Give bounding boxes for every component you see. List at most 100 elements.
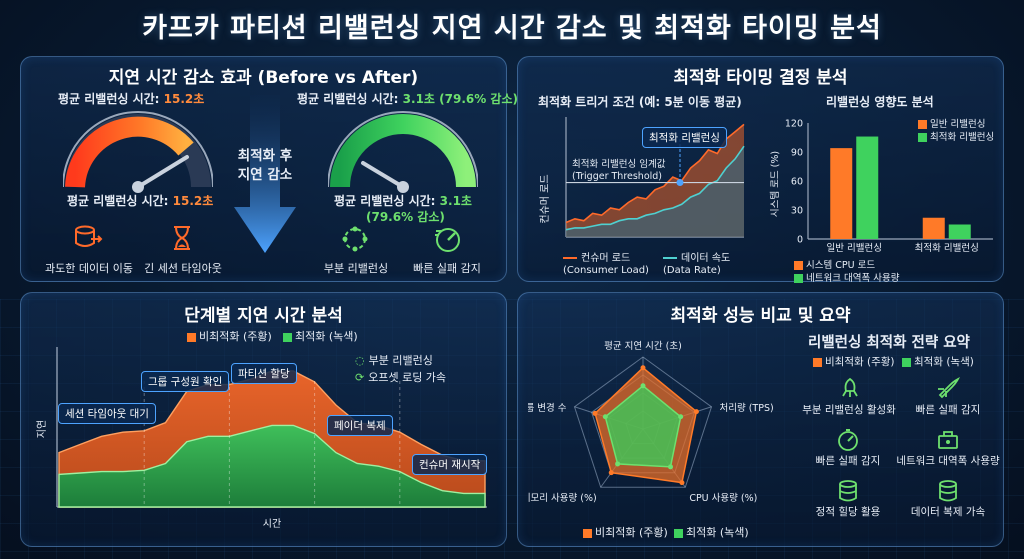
stage-chip-consumer-restart: 컨슈머 재시작: [412, 454, 488, 475]
stage-chip-session-timeout: 세션 타임아웃 대기: [58, 403, 156, 424]
page-title: 카프카 파티션 리밸런싱 지연 시간 감소 및 최적화 타이밍 분석: [142, 13, 882, 44]
data-transfer-icon: [73, 225, 103, 251]
strategy-label-1: 부분 리밸런싱 활성화: [802, 404, 896, 416]
stage-legend-after: 최적화 (녹색): [283, 328, 358, 344]
radar-series: [592, 365, 699, 486]
after-icon-label-2: 빠른 실패 감지: [413, 262, 481, 275]
before-icon-label-1: 과도한 데이터 이동: [45, 262, 133, 275]
panel-latency-reduction: 지연 시간 감소 효과 (Before vs After) 평균 리밸런싱 시간…: [20, 56, 518, 282]
radar-chart: 평균 지연 시간 (초) 처리량 (TPS) CPU 사용량 (%) 메모리 사용량 …: [528, 341, 774, 504]
rocket-icon: [838, 377, 862, 399]
before-bottom-value: 15.2초: [172, 194, 214, 208]
panel-performance-summary: 최적화 성능 비교 및 요약 평균 지연 시간 (초) 처리량 (TPS) CPU …: [517, 292, 1004, 547]
panel-title: 지연 시간 감소 효과 (Before vs After): [108, 68, 419, 88]
threshold-label-1: 최적화 리밸런싱 임계값: [572, 158, 666, 170]
network-icon: [936, 428, 960, 452]
trigger-line-0: [565, 123, 745, 224]
arrow-label-line1: 최적화 후: [237, 148, 293, 164]
before-top-value: 15.2초: [163, 92, 205, 106]
radar-labels: 평균 지연 시간 (초) 처리량 (TPS) CPU 사용량 (%) 메모리 사용량 …: [528, 341, 774, 504]
impact-y-tick: 90: [791, 148, 803, 159]
before-gauge-arc: [65, 116, 194, 188]
radar-point: [615, 461, 621, 467]
strategy-label-6: 데이터 복제 가속: [910, 506, 986, 518]
partial-rebalance-icon: [341, 225, 369, 253]
radar-point: [602, 414, 608, 420]
after-gauge-needle: [361, 161, 405, 189]
impact-y-tick: 60: [791, 177, 803, 188]
threshold-label-2: (Trigger Threshold): [572, 171, 662, 182]
trigger-y-axis-label: 컨슈머 로드: [539, 174, 551, 223]
after-gauge: [328, 111, 478, 193]
trigger-line-chart: 컨슈머 로드 최적화 리밸런싱 임계값 (Trigger Threshold): [539, 117, 745, 238]
impact-bar: [922, 217, 945, 239]
summary-legend-before: 비최적화 (주황): [813, 354, 895, 369]
legend-rate-swatch: [663, 257, 677, 259]
radar-axis-label: 그룹 변경 수: [528, 402, 567, 414]
after-top-label: 평균 리밸런싱 시간: 3.1초 (79.6% 감소): [297, 92, 518, 106]
summary-legend-after: 최적화 (녹색): [902, 354, 974, 369]
legend-consumer-swatch: [563, 257, 577, 259]
impact-bar: [830, 148, 853, 239]
before-icon-label-2: 긴 세션 타임아웃: [144, 262, 222, 275]
impact-y-tick: 30: [791, 206, 803, 217]
legend-consumer: 컨슈머 로드 (Consumer Load): [563, 253, 649, 276]
legend-normal: 일반 리밸런싱: [918, 116, 985, 130]
legend-net: 네트워크 대역폭 사용량: [794, 270, 899, 284]
radar-ring: [573, 356, 713, 488]
strategy-label-3: 빠른 실패 감지: [815, 455, 881, 467]
impact-y-axis-label: 시스템 로드 (%): [769, 151, 781, 217]
stage-chip-group-membership: 그룹 구성원 확인: [141, 371, 230, 392]
stage-legend-offset: ⟳ 오프셋 로딩 가속: [355, 371, 447, 384]
radar-axis-label: 처리량 (TPS): [719, 402, 773, 414]
strategy-label-4: 네트워크 대역폭 사용량: [896, 455, 1000, 467]
down-arrow-icon: [234, 95, 296, 253]
radar-point: [678, 414, 684, 420]
radar-point: [608, 470, 614, 476]
panel-title: 최적화 성능 비교 및 요약: [670, 306, 851, 326]
panel-stage-latency: 단계별 지연 시간 분석 비최적화 (주황) 최적화 (녹색) ◌ 부분 리밸런싱…: [20, 292, 507, 547]
stage-chip-partition-assign: 파티션 할당: [231, 363, 297, 384]
stage-legend-partial: ◌ 부분 리밸런싱: [355, 354, 433, 367]
after-top-value: 3.1초 (79.6% 감소): [402, 92, 518, 106]
optimal-rebalance-chip: 최적화 리밸런싱: [642, 127, 727, 148]
radar-axis-label: 평균 지연 시간 (초): [604, 341, 682, 352]
panel-title: 단계별 지연 시간 분석: [184, 306, 343, 326]
radar-legend-after: 최적화 (녹색): [674, 524, 749, 540]
hourglass-icon: [170, 225, 194, 251]
stage-y-axis-label: 지연: [36, 420, 48, 438]
impact-y-tick: 0: [797, 235, 803, 246]
impact-bar: [856, 136, 879, 239]
after-bottom-reduction: (79.6% 감소): [366, 210, 445, 224]
impact-subtitle: 리밸런싱 영향도 분석: [826, 95, 934, 109]
after-bottom-label: 평균 리밸런싱 시간: 3.1초: [334, 194, 472, 208]
before-gauge: [63, 111, 213, 193]
radar-polygon-1: [604, 384, 682, 468]
radar-point: [679, 480, 685, 486]
stage-x-axis-label: 시간: [263, 518, 281, 530]
radar-point: [640, 365, 646, 371]
stage-area-1: [58, 424, 486, 508]
radar-point: [693, 409, 699, 415]
trigger-area-1: [566, 146, 744, 237]
offset-icon: ⟳: [355, 371, 365, 384]
impact-bars: [830, 136, 971, 239]
rocket-icon: [936, 377, 960, 399]
speedometer-icon: [434, 225, 462, 253]
trigger-line-1: [565, 145, 745, 231]
panel-timing-decision: 최적화 타이밍 결정 분석 최적화 트리거 조건 (예: 5분 이동 평균) 리…: [517, 56, 1004, 284]
database-icon: [836, 479, 860, 503]
strategy-label-2: 빠른 실패 감지: [915, 404, 981, 416]
optimal-marker-dot: [676, 179, 684, 187]
arrow-label-line2: 지연 감소: [237, 167, 293, 183]
panel-title: 최적화 타이밍 결정 분석: [673, 68, 848, 88]
trigger-series: [565, 123, 745, 237]
radar-point: [668, 464, 674, 470]
radar-point: [640, 383, 646, 389]
before-bottom-label: 평균 리밸런싱 시간: 15.2초: [67, 194, 214, 208]
stage-chip-replication: 페이더 복제: [327, 415, 393, 436]
strategy-label-5: 정적 힐당 활용: [815, 506, 881, 518]
radar-point: [592, 410, 598, 416]
